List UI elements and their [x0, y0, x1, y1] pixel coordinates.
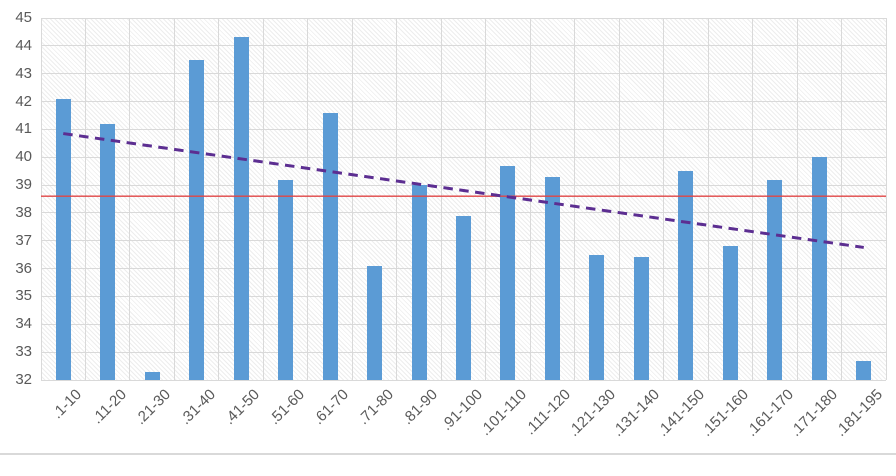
bar	[633, 257, 649, 380]
gridline-vertical	[663, 18, 665, 380]
bar	[811, 157, 827, 380]
gridline-vertical	[307, 18, 309, 380]
gridline-vertical	[40, 18, 42, 380]
y-tick-label: 38	[15, 203, 32, 221]
gridline-horizontal	[41, 379, 886, 381]
bar	[678, 171, 694, 380]
bar	[456, 215, 471, 380]
gridline-horizontal	[41, 101, 886, 103]
bar	[55, 98, 71, 380]
gridline-vertical	[885, 18, 887, 380]
y-tick-label: 45	[15, 9, 32, 26]
gridline-vertical	[396, 18, 398, 380]
gridline-vertical	[752, 18, 754, 380]
gridline-horizontal	[41, 17, 886, 19]
gridline-vertical	[351, 18, 353, 380]
gridline-horizontal	[41, 128, 886, 130]
bar	[233, 37, 249, 380]
gridline-horizontal	[41, 45, 886, 47]
gridline-vertical	[129, 18, 131, 380]
gridline-vertical	[841, 18, 843, 380]
y-tick-label: 40	[15, 148, 32, 166]
gridline-vertical	[574, 18, 576, 380]
gridline-horizontal	[41, 212, 886, 214]
chart-frame-bottom-border	[0, 453, 896, 455]
gridline-vertical	[485, 18, 487, 380]
gridline-vertical	[262, 18, 264, 380]
gridline-vertical	[529, 18, 531, 380]
bar	[856, 360, 872, 380]
gridline-vertical	[618, 18, 620, 380]
gridline-vertical	[707, 18, 709, 380]
gridline-vertical	[218, 18, 220, 380]
x-tick-label: .181-195	[831, 386, 886, 440]
bar	[322, 112, 338, 380]
bar	[278, 179, 294, 380]
bar	[411, 185, 427, 380]
y-tick-label: 37	[15, 231, 32, 249]
bar	[367, 265, 383, 380]
y-tick-label: 41	[15, 120, 32, 138]
bar	[722, 246, 738, 380]
y-tick-label: 43	[15, 64, 32, 82]
bar	[100, 123, 116, 380]
gridline-horizontal	[41, 184, 886, 186]
gridline-horizontal	[41, 73, 886, 75]
y-tick-label: 36	[15, 259, 32, 277]
bar	[500, 165, 516, 380]
y-tick-label: 39	[15, 176, 32, 194]
y-tick-label: 34	[15, 315, 32, 333]
y-tick-label: 32	[15, 371, 32, 388]
bar	[144, 371, 160, 380]
gridline-vertical	[440, 18, 442, 380]
chart-frame: 32 33 34 35 36 37 38 39 40 41 42 43 44 45 .1-10.11-20…	[0, 9, 896, 455]
plot-area	[40, 17, 887, 381]
y-tick-label: 44	[15, 36, 32, 54]
gridline-vertical	[84, 18, 86, 380]
y-tick-label: 35	[15, 287, 32, 305]
bar	[189, 59, 205, 380]
bar	[767, 179, 783, 380]
gridline-horizontal	[41, 156, 886, 158]
gridline-vertical	[796, 18, 798, 380]
y-tick-label: 33	[15, 343, 32, 361]
bar	[544, 176, 560, 380]
gridline-vertical	[173, 18, 175, 380]
bar	[589, 254, 605, 380]
y-tick-label: 42	[15, 92, 32, 110]
